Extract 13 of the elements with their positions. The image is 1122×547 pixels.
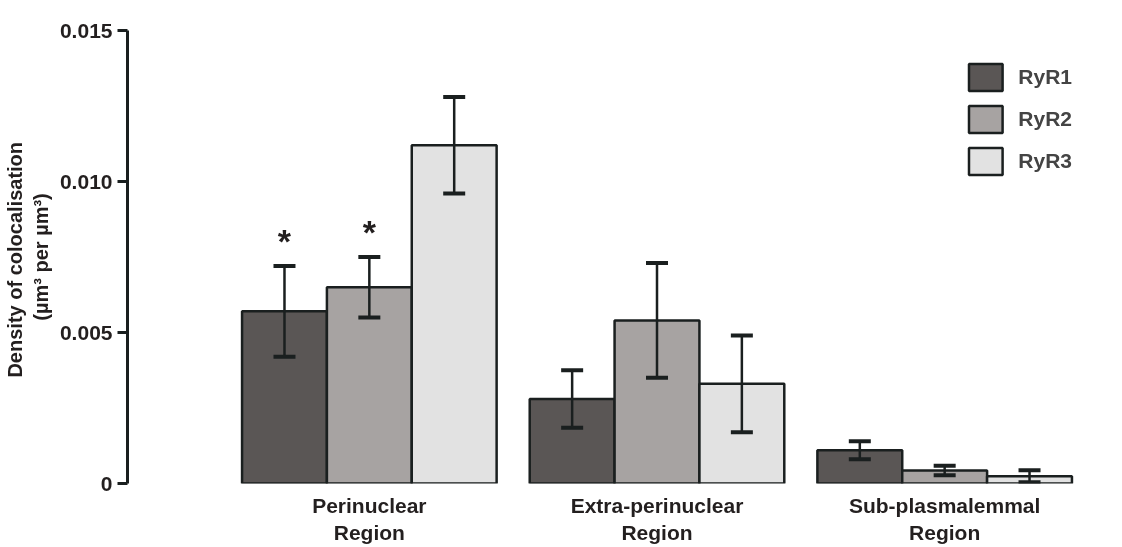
x-tick-label: Perinuclear Region bbox=[312, 493, 427, 545]
y-tick-label: 0.015 bbox=[59, 18, 113, 42]
annotation: * bbox=[362, 213, 377, 251]
legend-label: RyR3 bbox=[1018, 149, 1072, 173]
y-tick-label: 0.010 bbox=[59, 169, 113, 193]
x-tick-label: Extra-perinuclear Region bbox=[570, 493, 744, 545]
legend-label: RyR2 bbox=[1018, 107, 1072, 131]
annotation: * bbox=[277, 222, 292, 261]
x-tick-label: Sub-plasmalemmal Region bbox=[848, 493, 1041, 545]
y-axis-title: Density of colocalisation (µm³ per µm³) bbox=[3, 141, 52, 378]
y-tick-label: 0 bbox=[100, 471, 113, 495]
legend-label: RyR1 bbox=[1018, 65, 1072, 89]
y-tick-label: 0.005 bbox=[59, 320, 113, 344]
